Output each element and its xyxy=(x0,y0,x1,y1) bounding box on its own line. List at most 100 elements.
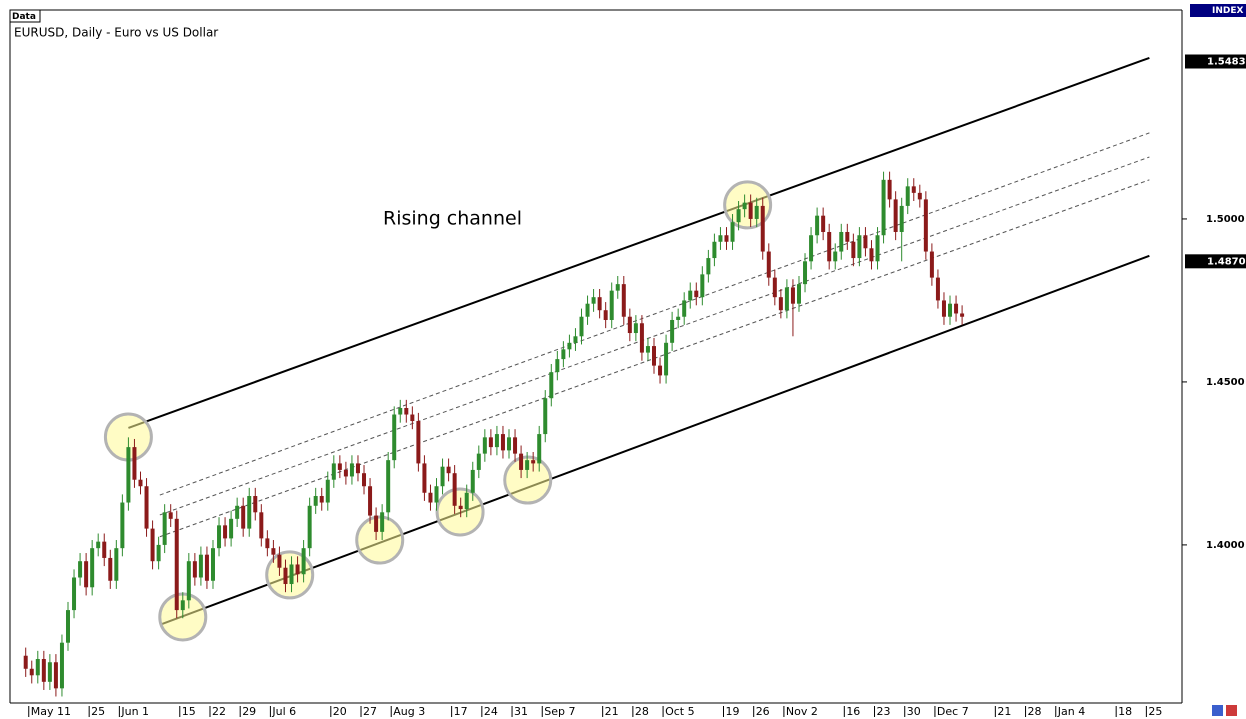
candle-body xyxy=(929,251,934,278)
x-tick-label: 22 xyxy=(212,705,226,718)
candle-body xyxy=(615,284,620,291)
candle-body xyxy=(748,202,753,219)
candle-body xyxy=(875,235,880,262)
candle-body xyxy=(90,548,95,588)
y-tick-label: 1.4500 xyxy=(1206,377,1245,388)
candle-body xyxy=(736,209,741,223)
x-tick-label: 25 xyxy=(91,705,105,718)
candle-body xyxy=(271,548,276,555)
candle-body xyxy=(772,277,777,298)
candle-body xyxy=(941,300,946,317)
candle-body xyxy=(368,486,373,516)
candle-body xyxy=(645,346,650,353)
candle-body xyxy=(470,469,475,493)
candle-body xyxy=(289,564,294,585)
dashed-trendline xyxy=(159,132,1150,496)
candle-body xyxy=(633,323,638,334)
x-tick-label: Jan 4 xyxy=(1057,705,1085,718)
candle-body xyxy=(954,303,959,314)
candle-body xyxy=(718,235,723,242)
candle-body xyxy=(53,662,58,689)
candle-body xyxy=(899,205,904,232)
candle-body xyxy=(682,300,687,317)
candle-body xyxy=(180,600,185,611)
channel-line xyxy=(159,254,1150,626)
y-tick-label: 1.4000 xyxy=(1206,540,1245,551)
candle-body xyxy=(609,290,614,320)
candle-body xyxy=(337,463,342,470)
candle-body xyxy=(144,486,149,529)
candle-body xyxy=(138,479,143,487)
highlight xyxy=(355,515,405,565)
candle-body xyxy=(700,274,705,298)
candle-body xyxy=(374,515,379,532)
candle-body xyxy=(259,512,264,539)
candle-body xyxy=(597,297,602,311)
candle-body xyxy=(325,479,330,503)
x-tick-label: Jul 6 xyxy=(271,705,296,718)
x-tick-label: 16 xyxy=(846,705,860,718)
candle-body xyxy=(114,548,119,581)
candle-body xyxy=(651,346,656,366)
candle-body xyxy=(627,316,632,334)
candle-body xyxy=(784,287,789,311)
candle-body xyxy=(29,668,34,676)
candle-body xyxy=(567,342,572,350)
candle-body xyxy=(217,525,222,549)
price-tag-label: 1.5483 xyxy=(1207,57,1246,68)
x-tick-label: 25 xyxy=(1148,705,1162,718)
candle-body xyxy=(47,662,52,682)
candle-body xyxy=(863,235,868,249)
candle-body xyxy=(507,437,512,451)
x-tick-label: Jun 1 xyxy=(120,705,149,718)
candle-body xyxy=(307,505,312,549)
x-tick-label: Sep 7 xyxy=(544,705,575,718)
candle-body xyxy=(579,316,584,337)
candle-body xyxy=(724,235,729,242)
candle-body xyxy=(319,496,324,503)
candle-body xyxy=(108,557,113,581)
candle-body xyxy=(386,460,391,513)
candle-body xyxy=(482,437,487,454)
candle-body xyxy=(730,222,735,242)
candle-body xyxy=(561,349,566,360)
candle-body xyxy=(313,496,318,506)
candle-body xyxy=(905,186,910,206)
x-tick-label: 21 xyxy=(605,705,619,718)
candle-body xyxy=(664,342,669,376)
candle-body xyxy=(706,258,711,275)
x-tick-label: 21 xyxy=(997,705,1011,718)
candle-body xyxy=(821,215,826,232)
candle-body xyxy=(362,473,367,487)
x-tick-label: 30 xyxy=(907,705,921,718)
x-tick-label: 29 xyxy=(242,705,256,718)
x-tick-label: 23 xyxy=(877,705,891,718)
candle-body xyxy=(670,319,675,343)
candle-body xyxy=(494,434,499,448)
candle-body xyxy=(543,398,548,435)
candle-body xyxy=(210,548,215,581)
candle-body xyxy=(887,179,892,200)
candle-body xyxy=(573,336,578,343)
candle-body xyxy=(241,505,246,529)
candle-body xyxy=(355,463,360,474)
candle-body xyxy=(102,541,107,558)
candle-body xyxy=(809,235,814,262)
candle-body xyxy=(839,231,844,252)
candle-body xyxy=(410,414,415,422)
candle-body xyxy=(525,460,530,470)
candle-body xyxy=(162,512,167,545)
candle-body xyxy=(893,199,898,232)
candle-body xyxy=(23,655,28,669)
candle-body xyxy=(476,453,481,470)
candle-body xyxy=(343,469,348,477)
x-tick-label: 27 xyxy=(363,705,377,718)
candle-body xyxy=(398,408,403,415)
candle-body xyxy=(591,297,596,304)
candle-body xyxy=(380,512,385,532)
candle-body xyxy=(519,453,524,470)
highlight xyxy=(435,487,485,537)
candle-body xyxy=(935,277,940,301)
candle-body xyxy=(295,564,300,575)
